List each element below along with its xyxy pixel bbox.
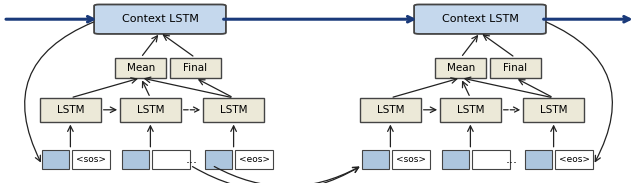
FancyBboxPatch shape [360, 98, 421, 122]
FancyBboxPatch shape [524, 98, 584, 122]
FancyBboxPatch shape [435, 58, 486, 78]
Text: LSTM: LSTM [220, 105, 247, 115]
FancyBboxPatch shape [472, 150, 510, 169]
FancyBboxPatch shape [525, 150, 552, 169]
FancyBboxPatch shape [170, 58, 221, 78]
FancyBboxPatch shape [414, 4, 546, 34]
Text: <sos>: <sos> [76, 155, 106, 164]
Text: Context LSTM: Context LSTM [442, 14, 518, 24]
FancyBboxPatch shape [115, 58, 166, 78]
FancyBboxPatch shape [204, 98, 264, 122]
FancyBboxPatch shape [235, 150, 273, 169]
Text: Context LSTM: Context LSTM [122, 14, 198, 24]
FancyBboxPatch shape [120, 98, 180, 122]
Text: Final: Final [183, 63, 207, 73]
FancyBboxPatch shape [152, 150, 190, 169]
FancyBboxPatch shape [362, 150, 389, 169]
Text: <eos>: <eos> [239, 155, 269, 164]
FancyBboxPatch shape [442, 150, 469, 169]
FancyBboxPatch shape [72, 150, 110, 169]
Text: <sos>: <sos> [396, 155, 426, 164]
FancyBboxPatch shape [205, 150, 232, 169]
Text: ...: ... [506, 153, 518, 166]
Text: Final: Final [503, 63, 527, 73]
Text: LSTM: LSTM [137, 105, 164, 115]
Text: LSTM: LSTM [540, 105, 567, 115]
Text: Mean: Mean [127, 63, 155, 73]
FancyBboxPatch shape [392, 150, 430, 169]
FancyBboxPatch shape [94, 4, 226, 34]
FancyBboxPatch shape [555, 150, 593, 169]
FancyBboxPatch shape [440, 98, 501, 122]
Text: <eos>: <eos> [559, 155, 589, 164]
Text: LSTM: LSTM [457, 105, 484, 115]
Text: LSTM: LSTM [377, 105, 404, 115]
Text: ...: ... [186, 153, 198, 166]
Text: Mean: Mean [447, 63, 475, 73]
FancyBboxPatch shape [490, 58, 541, 78]
Text: LSTM: LSTM [57, 105, 84, 115]
FancyBboxPatch shape [42, 150, 69, 169]
FancyBboxPatch shape [40, 98, 101, 122]
FancyBboxPatch shape [122, 150, 149, 169]
